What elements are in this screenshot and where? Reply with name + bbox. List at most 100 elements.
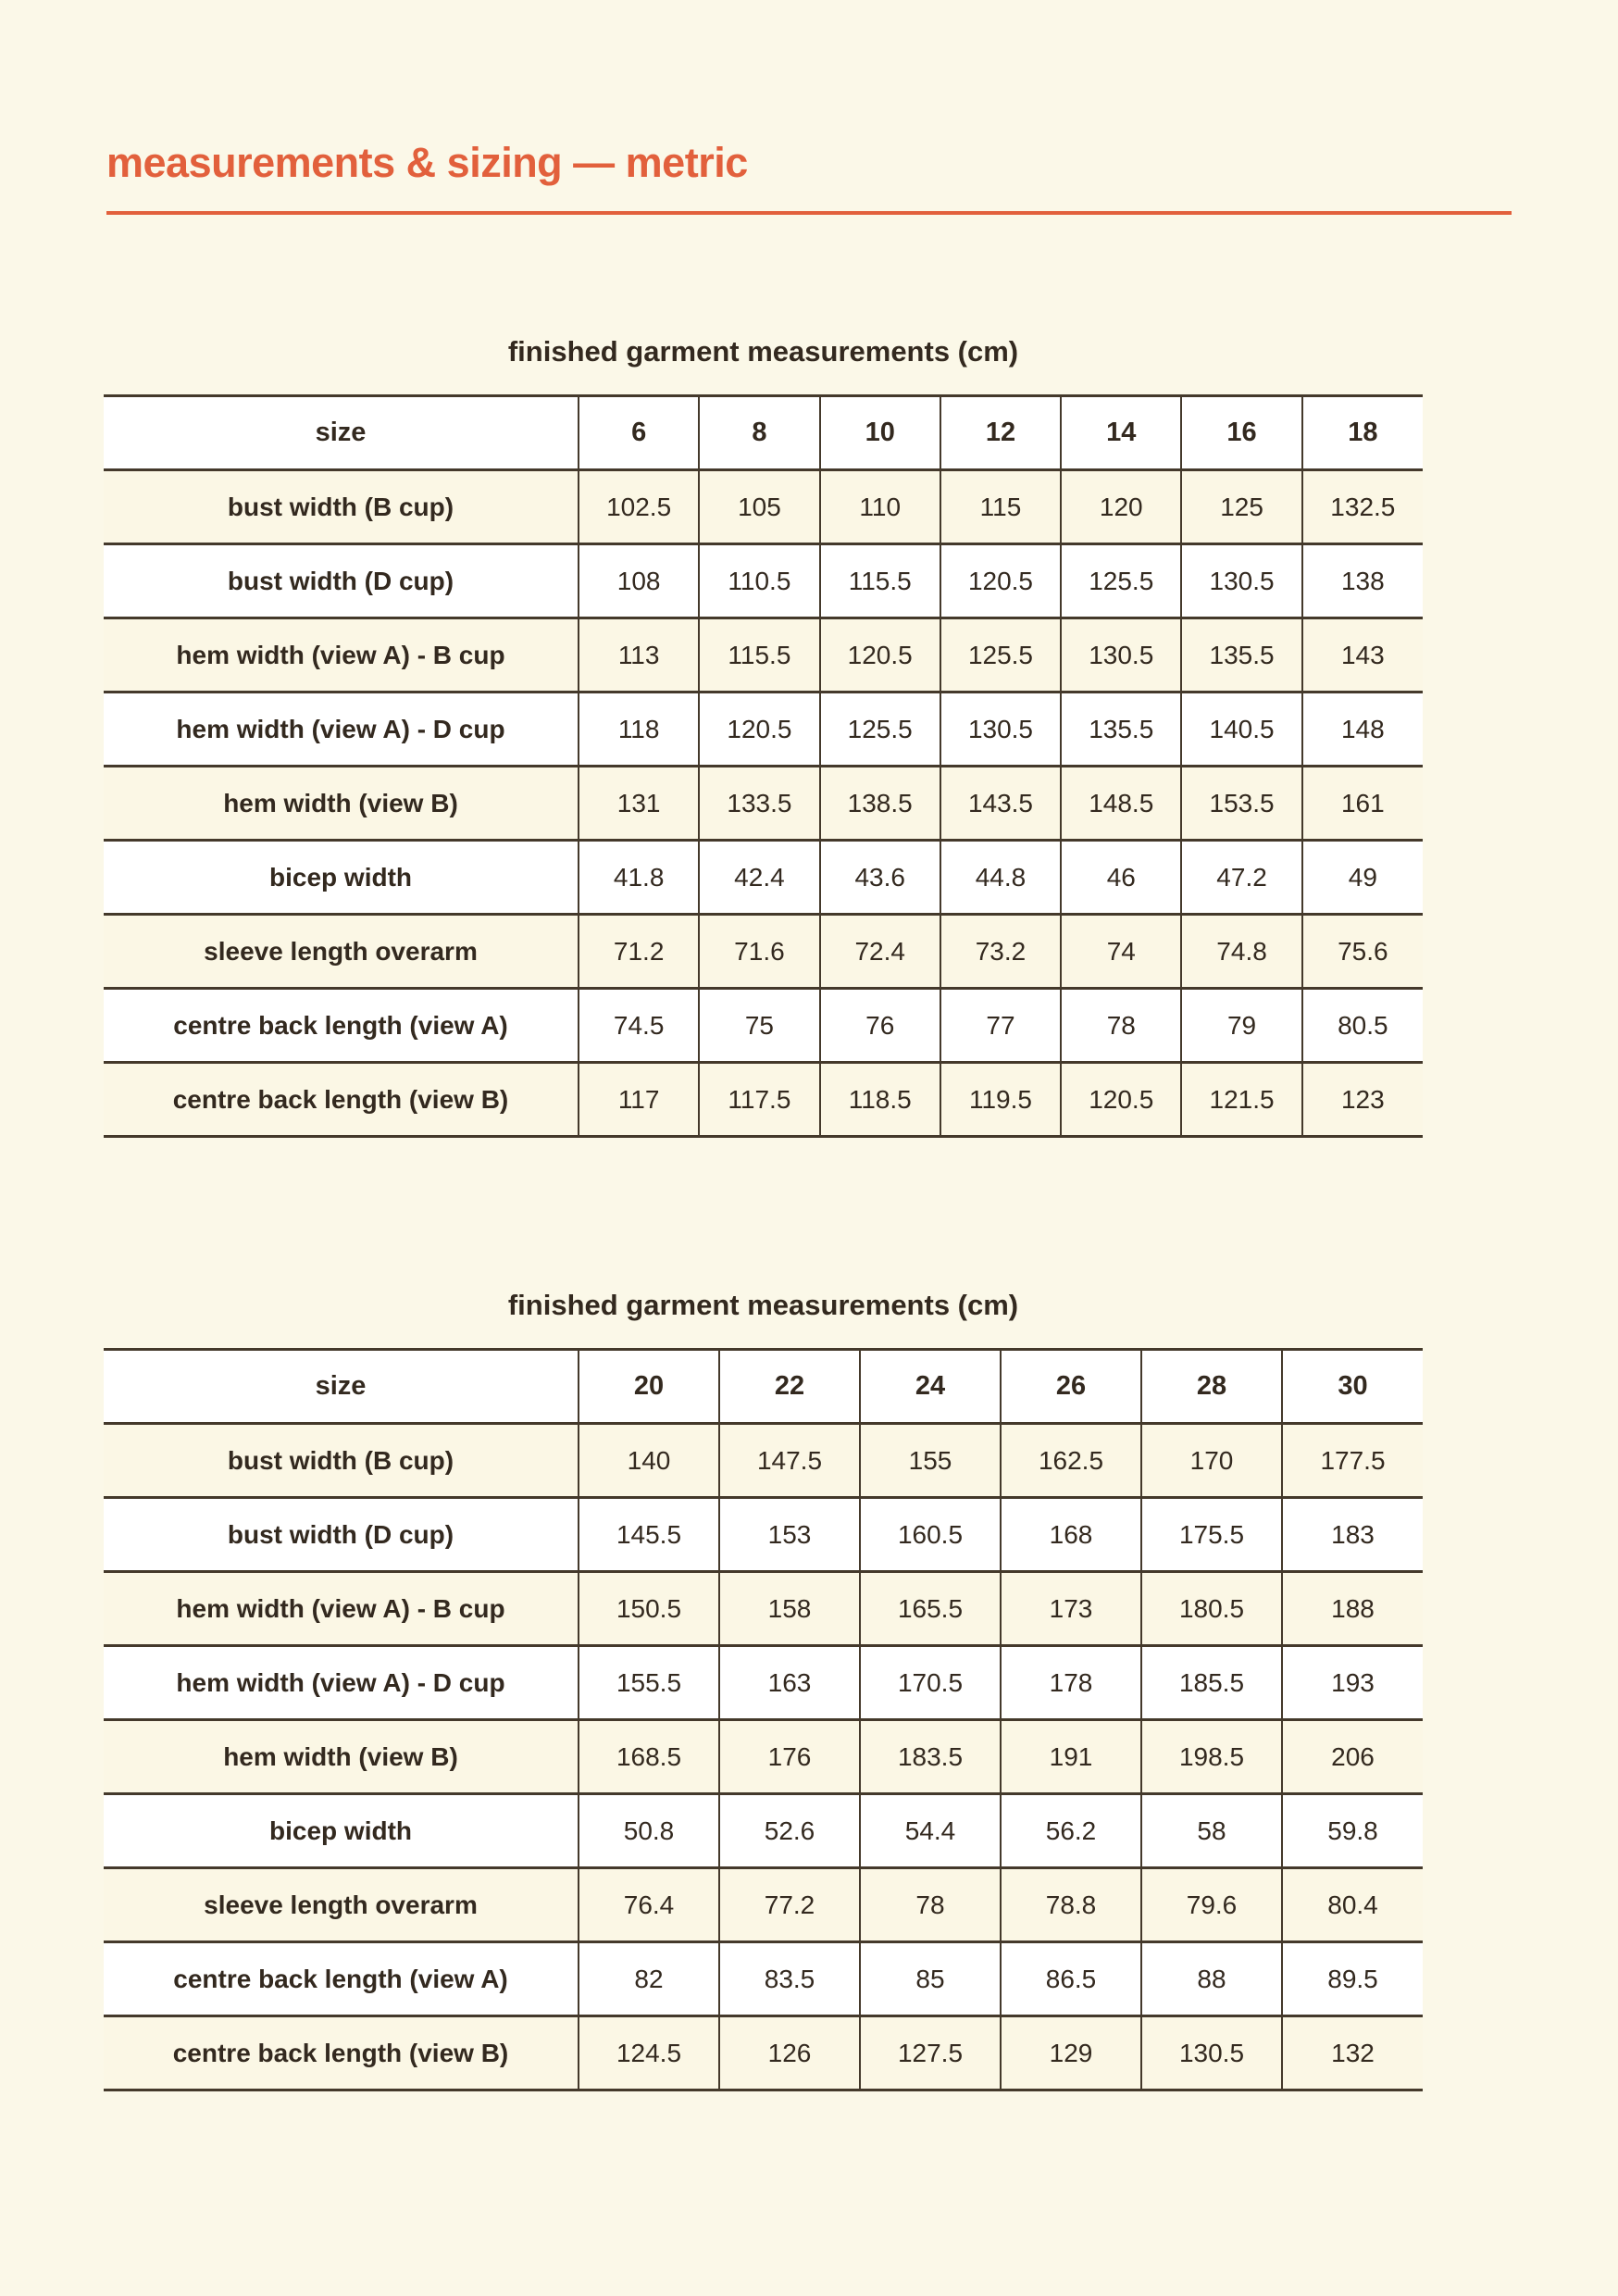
row-label-cell: hem width (view B) — [104, 1719, 579, 1795]
value-cell: 130.5 — [1060, 618, 1182, 693]
value-cell: 125.5 — [1060, 543, 1182, 619]
table-row: centre back length (view A) 74.5 75 76 77 78 7… — [104, 988, 1423, 1064]
value-cell: 131 — [577, 766, 700, 842]
value-cell: 54.4 — [859, 1793, 1001, 1869]
value-cell: 133.5 — [698, 766, 820, 842]
row-label-cell: bicep width — [104, 1793, 579, 1869]
value-cell: 43.6 — [818, 840, 940, 916]
size-header-cell: 22 — [718, 1349, 860, 1425]
row-label-cell: hem width (view A) - D cup — [104, 692, 579, 767]
value-cell: 130.5 — [1140, 2015, 1282, 2091]
value-cell: 120.5 — [939, 543, 1062, 619]
size-header-cell: 26 — [1000, 1349, 1141, 1425]
value-cell: 135.5 — [1180, 618, 1302, 693]
value-cell: 118.5 — [818, 1062, 940, 1138]
size-header-label: size — [104, 1349, 579, 1425]
value-cell: 49 — [1301, 840, 1423, 916]
value-cell: 163 — [718, 1645, 860, 1721]
value-cell: 130.5 — [939, 692, 1062, 767]
row-label-cell: centre back length (view A) — [104, 1941, 579, 2017]
value-cell: 88 — [1140, 1941, 1282, 2017]
value-cell: 180.5 — [1140, 1571, 1282, 1647]
measurement-table: size 20 22 24 26 28 30 bust width (B cup) 140 147… — [104, 1348, 1423, 2091]
value-cell: 177.5 — [1281, 1423, 1423, 1499]
value-cell: 59.8 — [1281, 1793, 1423, 1869]
value-cell: 168.5 — [578, 1719, 719, 1795]
value-cell: 138 — [1301, 543, 1423, 619]
size-header-cell: 24 — [859, 1349, 1001, 1425]
value-cell: 138.5 — [818, 766, 940, 842]
table-row: sleeve length overarm 71.2 71.6 72.4 73.2 74 7… — [104, 914, 1423, 990]
value-cell: 140 — [578, 1423, 719, 1499]
row-label-cell: hem width (view A) - D cup — [104, 1645, 579, 1721]
row-label-cell: centre back length (view B) — [104, 1062, 579, 1138]
size-header-cell: 12 — [939, 395, 1062, 471]
value-cell: 108 — [577, 543, 700, 619]
row-label-cell: sleeve length overarm — [104, 914, 579, 990]
measurement-table: size 6 8 10 12 14 16 18 bust width (B cup) 102.5 1… — [104, 394, 1423, 1138]
value-cell: 175.5 — [1140, 1497, 1282, 1573]
value-cell: 44.8 — [939, 840, 1062, 916]
row-label-cell: bust width (D cup) — [104, 1497, 579, 1573]
size-header-cell: 28 — [1140, 1349, 1282, 1425]
value-cell: 74.5 — [577, 988, 700, 1064]
row-label-cell: hem width (view A) - B cup — [104, 1571, 579, 1647]
value-cell: 120.5 — [1060, 1062, 1182, 1138]
size-header-cell: 20 — [578, 1349, 719, 1425]
page-title: measurements & sizing — metric — [106, 139, 748, 186]
value-cell: 76.4 — [578, 1867, 719, 1943]
table-row: centre back length (view B) 124.5 126 127.5… — [104, 2015, 1423, 2091]
value-cell: 191 — [1000, 1719, 1141, 1795]
value-cell: 170 — [1140, 1423, 1282, 1499]
value-cell: 143.5 — [939, 766, 1062, 842]
size-header-row: size 6 8 10 12 14 16 18 — [104, 395, 1423, 471]
value-cell: 123 — [1301, 1062, 1423, 1138]
value-cell: 183.5 — [859, 1719, 1001, 1795]
table-row: hem width (view A) - B cup 113 115.5 120.5 1… — [104, 618, 1423, 693]
value-cell: 79.6 — [1140, 1867, 1282, 1943]
value-cell: 71.6 — [698, 914, 820, 990]
value-cell: 74 — [1060, 914, 1182, 990]
value-cell: 150.5 — [578, 1571, 719, 1647]
value-cell: 47.2 — [1180, 840, 1302, 916]
table-row: bicep width 50.8 52.6 54.4 56.2 58 59.8 — [104, 1793, 1423, 1869]
value-cell: 75.6 — [1301, 914, 1423, 990]
value-cell: 71.2 — [577, 914, 700, 990]
size-header-label: size — [104, 395, 579, 471]
table-row: bust width (D cup) 145.5 153 160.5 168 175.5 1… — [104, 1497, 1423, 1573]
value-cell: 153 — [718, 1497, 860, 1573]
table-title: finished garment measurements (cm) — [507, 335, 1019, 368]
table-row: hem width (view A) - B cup 150.5 158 165.5 1… — [104, 1571, 1423, 1647]
value-cell: 148 — [1301, 692, 1423, 767]
value-cell: 173 — [1000, 1571, 1141, 1647]
value-cell: 74.8 — [1180, 914, 1302, 990]
value-cell: 127.5 — [859, 2015, 1001, 2091]
value-cell: 77 — [939, 988, 1062, 1064]
value-cell: 185.5 — [1140, 1645, 1282, 1721]
size-header-row: size 20 22 24 26 28 30 — [104, 1349, 1423, 1425]
value-cell: 50.8 — [578, 1793, 719, 1869]
value-cell: 161 — [1301, 766, 1423, 842]
value-cell: 170.5 — [859, 1645, 1001, 1721]
value-cell: 160.5 — [859, 1497, 1001, 1573]
value-cell: 77.2 — [718, 1867, 860, 1943]
value-cell: 75 — [698, 988, 820, 1064]
value-cell: 110.5 — [698, 543, 820, 619]
value-cell: 115.5 — [698, 618, 820, 693]
value-cell: 82 — [578, 1941, 719, 2017]
measurement-table-section-1: finished garment measurements (cm) size 6… — [104, 333, 1423, 1138]
value-cell: 102.5 — [577, 469, 700, 545]
size-header-cell: 8 — [698, 395, 820, 471]
value-cell: 78 — [1060, 988, 1182, 1064]
value-cell: 86.5 — [1000, 1941, 1141, 2017]
value-cell: 117.5 — [698, 1062, 820, 1138]
value-cell: 188 — [1281, 1571, 1423, 1647]
row-label-cell: centre back length (view A) — [104, 988, 579, 1064]
table-row: centre back length (view B) 117 117.5 118.5… — [104, 1062, 1423, 1138]
value-cell: 83.5 — [718, 1941, 860, 2017]
value-cell: 46 — [1060, 840, 1182, 916]
value-cell: 132.5 — [1301, 469, 1423, 545]
value-cell: 120 — [1060, 469, 1182, 545]
value-cell: 117 — [577, 1062, 700, 1138]
table-row: bicep width 41.8 42.4 43.6 44.8 46 47.2 49 — [104, 840, 1423, 916]
